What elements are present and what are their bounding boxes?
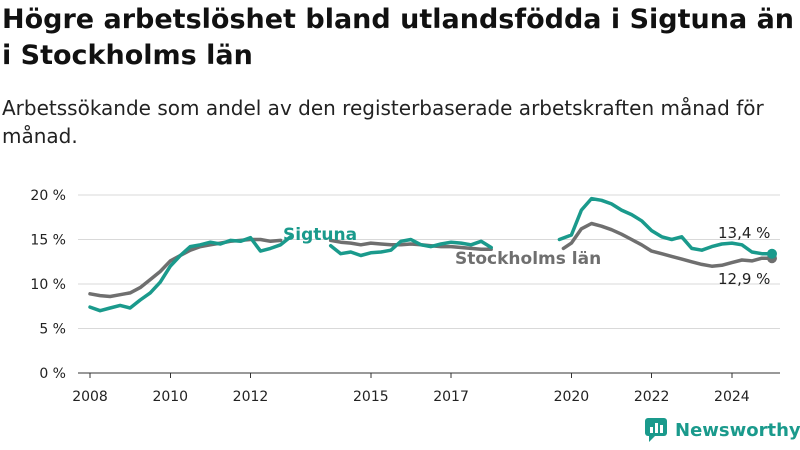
stockholms-lan-line xyxy=(88,221,774,299)
y-tick-label: 15 % xyxy=(30,233,66,249)
y-tick-label: 0 % xyxy=(39,366,66,382)
x-tick-label: 2017 xyxy=(433,389,469,405)
brand-logo: Newsworthy xyxy=(645,418,800,442)
x-tick-label: 2020 xyxy=(554,389,590,405)
x-tick-label: 2022 xyxy=(634,389,670,405)
brand-name: Newsworthy xyxy=(675,419,800,441)
x-tick-label: 2008 xyxy=(72,389,108,405)
y-tick-label: 20 % xyxy=(30,188,66,204)
sigtuna-end-point xyxy=(766,248,777,259)
sigtuna-line xyxy=(88,196,774,313)
newsworthy-logo-icon xyxy=(645,418,667,442)
end-value-label-sigtuna: 13,4 % xyxy=(718,224,770,242)
series-label-sigtuna: Sigtuna xyxy=(283,225,357,245)
x-tick-label: 2012 xyxy=(233,389,269,405)
y-tick-label: 5 % xyxy=(39,322,66,338)
x-tick-label: 2015 xyxy=(353,389,389,405)
x-tick-label: 2024 xyxy=(714,389,750,405)
end-value-label-stockholms-lan: 12,9 % xyxy=(718,270,770,288)
chart-subtitle: Arbetssökande som andel av den registerb… xyxy=(2,96,764,148)
series-label-stockholms-lan: Stockholms län xyxy=(455,249,601,269)
chart-title: Högre arbetslöshet bland utlandsfödda i … xyxy=(2,4,795,71)
y-tick-label: 10 % xyxy=(30,277,66,293)
x-tick-label: 2010 xyxy=(152,389,188,405)
